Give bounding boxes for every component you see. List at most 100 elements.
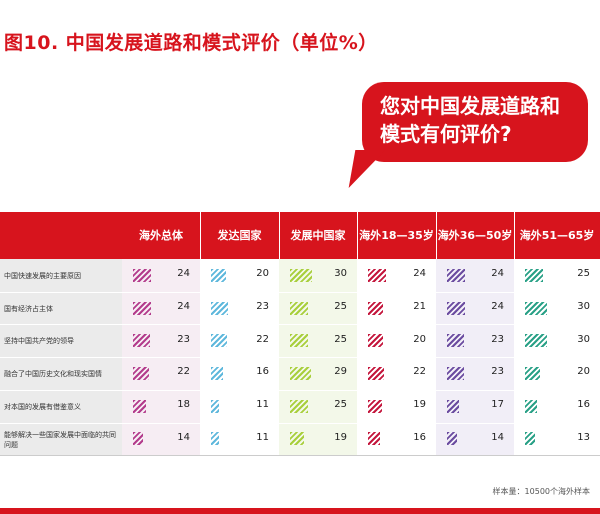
column-header: 海外 36—50岁 xyxy=(437,229,513,242)
column-header: 发展中 国家 xyxy=(290,229,346,242)
row-separator xyxy=(0,292,600,293)
value-label: 30 xyxy=(577,334,590,345)
value-swatch xyxy=(368,367,384,380)
value-swatch xyxy=(447,432,457,445)
row-label: 国有经济占主体 xyxy=(4,304,53,313)
row-separator xyxy=(0,423,600,424)
value-label: 25 xyxy=(334,334,347,345)
header-separator xyxy=(514,212,515,259)
value-swatch xyxy=(447,302,465,315)
value-label: 24 xyxy=(413,268,426,279)
value-swatch xyxy=(211,400,219,413)
value-label: 20 xyxy=(256,268,269,279)
value-swatch xyxy=(211,302,228,315)
value-swatch xyxy=(290,269,312,282)
value-swatch xyxy=(525,400,537,413)
value-swatch xyxy=(290,302,308,315)
value-label: 20 xyxy=(413,334,426,345)
header-separator xyxy=(357,212,358,259)
column-header: 海外 18—35岁 xyxy=(359,229,434,242)
value-swatch xyxy=(525,302,547,315)
value-swatch xyxy=(368,400,382,413)
value-swatch xyxy=(133,400,146,413)
value-label: 16 xyxy=(413,432,426,443)
value-swatch xyxy=(290,432,304,445)
value-swatch xyxy=(133,432,143,445)
row-separator xyxy=(0,390,600,391)
value-label: 25 xyxy=(334,301,347,312)
value-label: 24 xyxy=(491,268,504,279)
value-label: 18 xyxy=(177,399,190,410)
value-swatch xyxy=(211,432,219,445)
value-label: 30 xyxy=(334,268,347,279)
value-label: 11 xyxy=(256,399,269,410)
row-label: 坚持中国共产党的领导 xyxy=(4,336,74,345)
value-label: 16 xyxy=(256,366,269,377)
value-label: 21 xyxy=(413,301,426,312)
value-label: 13 xyxy=(577,432,590,443)
row-label: 融合了中国历史文化和现实国情 xyxy=(4,369,102,378)
value-label: 25 xyxy=(334,399,347,410)
value-swatch xyxy=(290,367,311,380)
value-label: 24 xyxy=(177,301,190,312)
row-separator xyxy=(0,324,600,325)
value-swatch xyxy=(368,302,383,315)
value-swatch xyxy=(447,334,464,347)
value-swatch xyxy=(447,367,464,380)
value-swatch xyxy=(447,400,459,413)
table-bottom-rule xyxy=(0,455,600,456)
value-swatch xyxy=(447,269,465,282)
value-label: 19 xyxy=(334,432,347,443)
value-swatch xyxy=(525,269,543,282)
value-swatch xyxy=(211,367,223,380)
value-swatch xyxy=(525,367,540,380)
value-label: 23 xyxy=(491,334,504,345)
value-swatch xyxy=(525,432,535,445)
column-header: 海外总体 xyxy=(139,229,183,242)
value-swatch xyxy=(211,269,226,282)
column-header: 海外 51—65岁 xyxy=(519,229,595,242)
speech-bubble-tail xyxy=(348,150,386,188)
row-label: 对本国的发展有借鉴意义 xyxy=(4,402,81,411)
value-label: 20 xyxy=(577,366,590,377)
value-label: 14 xyxy=(491,432,504,443)
value-swatch xyxy=(368,432,380,445)
row-separator xyxy=(0,357,600,358)
bubble-line-2: 模式有何评价? xyxy=(380,122,512,146)
value-swatch xyxy=(133,367,149,380)
value-swatch xyxy=(368,334,383,347)
value-label: 17 xyxy=(491,399,504,410)
value-label: 24 xyxy=(177,268,190,279)
value-swatch xyxy=(133,334,150,347)
row-label: 中国快速发展的主要原因 xyxy=(4,271,81,280)
value-swatch xyxy=(368,269,386,282)
value-swatch xyxy=(211,334,227,347)
value-swatch xyxy=(290,334,308,347)
value-label: 23 xyxy=(491,366,504,377)
sample-size-note: 样本量：10500个海外样本 xyxy=(492,487,590,496)
value-label: 24 xyxy=(491,301,504,312)
value-label: 19 xyxy=(413,399,426,410)
value-label: 29 xyxy=(334,366,347,377)
value-label: 22 xyxy=(256,334,269,345)
header-separator xyxy=(436,212,437,259)
header-separator xyxy=(279,212,280,259)
column-header: 发达国家 xyxy=(217,229,262,242)
header-separator xyxy=(200,212,201,259)
value-label: 25 xyxy=(577,268,590,279)
bottom-bar xyxy=(0,508,600,514)
table-header xyxy=(0,212,600,259)
value-swatch xyxy=(133,302,151,315)
value-label: 22 xyxy=(413,366,426,377)
value-swatch xyxy=(290,400,308,413)
value-swatch xyxy=(525,334,547,347)
value-label: 14 xyxy=(177,432,190,443)
value-swatch xyxy=(133,269,151,282)
value-label: 16 xyxy=(577,399,590,410)
chart-title: 图10. 中国发展道路和模式评价（单位%） xyxy=(4,32,378,54)
bubble-line-1: 您对中国发展道路和 xyxy=(380,94,560,118)
value-label: 11 xyxy=(256,432,269,443)
value-label: 30 xyxy=(577,301,590,312)
value-label: 23 xyxy=(177,334,190,345)
value-label: 23 xyxy=(256,301,269,312)
